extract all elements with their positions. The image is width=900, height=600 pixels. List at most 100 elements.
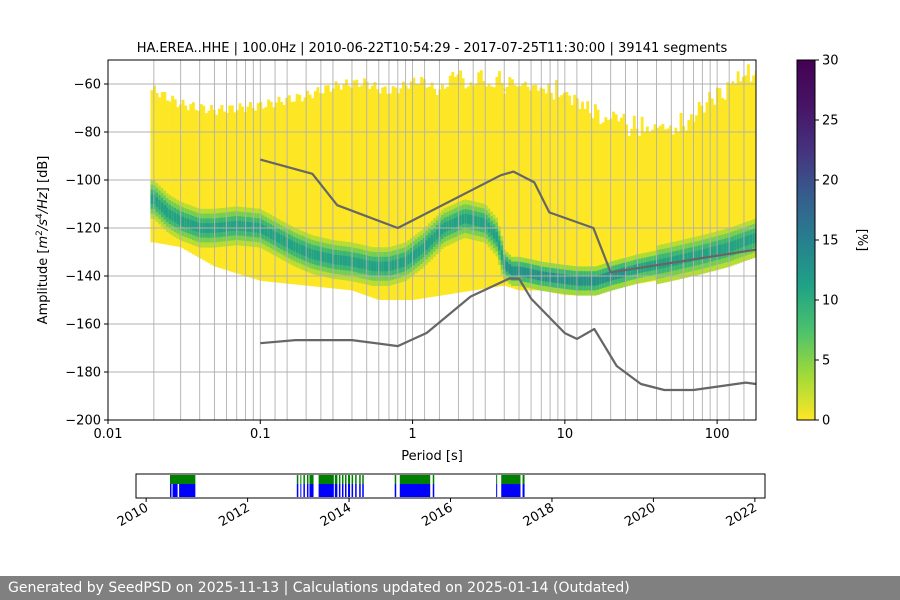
heatmap-cell: [197, 227, 201, 233]
heatmap-cell: [427, 237, 431, 243]
heatmap-cell: [339, 250, 343, 256]
heatmap-outlier: [610, 151, 617, 154]
heatmap-cell: [754, 218, 756, 224]
heatmap-cell: [210, 218, 214, 224]
heatmap-cell: [433, 227, 437, 233]
heatmap-cell: [202, 232, 206, 238]
heatmap-cell: [316, 265, 320, 271]
heatmap-cell: [316, 246, 320, 252]
heatmap-cell: [173, 198, 177, 204]
heatmap-column: [355, 79, 359, 293]
heatmap-cell: [378, 276, 382, 282]
heatmap-column: [510, 79, 514, 289]
heatmap-cell: [298, 258, 302, 264]
heatmap-cell: [534, 260, 538, 266]
heatmap-column: [490, 86, 494, 288]
heatmap-cell: [274, 246, 278, 252]
heatmap-cell: [747, 221, 750, 227]
heatmap-cell: [282, 245, 286, 252]
heatmap-cell: [754, 232, 756, 238]
heatmap-cell: [184, 232, 188, 238]
heatmap-cell: [653, 269, 657, 276]
heatmap-column: [365, 81, 369, 296]
heatmap-cell: [158, 209, 162, 215]
heatmap-outlier: [269, 137, 276, 140]
heatmap-cell: [565, 274, 569, 280]
heatmap-cell: [744, 241, 748, 247]
heatmap-outlier: [190, 143, 197, 146]
heatmap-cell: [409, 243, 413, 249]
psd-figure: HA.EREA..HHE | 100.0Hz | 2010-06-22T10:5…: [35, 41, 869, 530]
heatmap-column: [412, 77, 416, 300]
heatmap-cell: [311, 244, 315, 251]
heatmap-cell: [588, 266, 592, 272]
heatmap-cell: [643, 252, 647, 259]
heatmap-column: [176, 107, 180, 247]
heatmap-cell: [391, 270, 395, 276]
heatmap-cell: [653, 274, 657, 280]
heatmap-cell: [386, 271, 390, 277]
heatmap-cell: [189, 224, 193, 230]
heatmap-cell: [612, 260, 616, 267]
heatmap-cell: [303, 246, 307, 252]
heatmap-cell: [736, 244, 740, 250]
heatmap-cell: [230, 235, 234, 241]
heatmap-cell: [583, 280, 587, 286]
heatmap-cell: [510, 266, 514, 272]
heatmap-cell: [171, 206, 175, 212]
heatmap-cell: [619, 263, 623, 269]
heatmap-cell: [236, 240, 239, 246]
heatmap-column: [485, 86, 488, 289]
heatmap-cell: [199, 218, 203, 224]
heatmap-cell: [443, 232, 447, 238]
heatmap-outlier: [711, 132, 718, 135]
heatmap-cell: [485, 210, 488, 216]
heatmap-cell: [477, 236, 481, 242]
heatmap-cell: [306, 247, 309, 253]
heatmap-outlier: [193, 145, 200, 148]
heatmap-cell: [355, 277, 359, 283]
heatmap-cell: [168, 219, 172, 225]
heatmap-cell: [638, 268, 641, 274]
heatmap-cell: [290, 230, 294, 237]
heatmap-cell: [300, 250, 304, 256]
heatmap-column: [459, 70, 463, 293]
availability-span: [338, 475, 341, 484]
heatmap-cell: [166, 217, 169, 223]
heatmap-column: [194, 109, 198, 256]
heatmap-cell: [163, 195, 167, 201]
heatmap-cell: [313, 250, 317, 256]
heatmap-column: [402, 81, 405, 300]
heatmap-cell: [536, 270, 540, 276]
heatmap-outlier: [197, 155, 204, 158]
heatmap-cell: [689, 237, 693, 243]
heatmap-cell: [661, 263, 665, 269]
heatmap-cell: [381, 276, 385, 282]
heatmap-cell: [591, 266, 595, 272]
heatmap-cell: [381, 261, 385, 267]
heatmap-cell: [622, 258, 626, 264]
colorbar-tick-label: 15: [822, 234, 839, 249]
heatmap-cell: [614, 284, 618, 290]
heatmap-cell: [256, 232, 260, 238]
heatmap-cell: [425, 249, 429, 256]
heatmap-cell: [508, 254, 512, 260]
heatmap-cell: [466, 224, 470, 230]
heatmap-cell: [744, 226, 748, 233]
heatmap-cell: [723, 262, 727, 268]
heatmap-cell: [435, 239, 439, 245]
heatmap-cell: [744, 236, 748, 242]
heatmap-cell: [544, 267, 548, 273]
heatmap-cell: [290, 235, 294, 241]
heatmap-cell: [702, 244, 706, 250]
heatmap-cell: [298, 263, 302, 269]
heatmap-outlier: [441, 128, 448, 131]
heatmap-cell: [482, 227, 486, 233]
heatmap-column: [728, 83, 732, 260]
heatmap-cell: [352, 247, 356, 253]
heatmap-column: [630, 128, 634, 285]
heatmap-column: [155, 92, 159, 243]
availability-span: [394, 475, 397, 484]
heatmap-cell: [505, 257, 509, 263]
heatmap-cell: [158, 195, 162, 201]
